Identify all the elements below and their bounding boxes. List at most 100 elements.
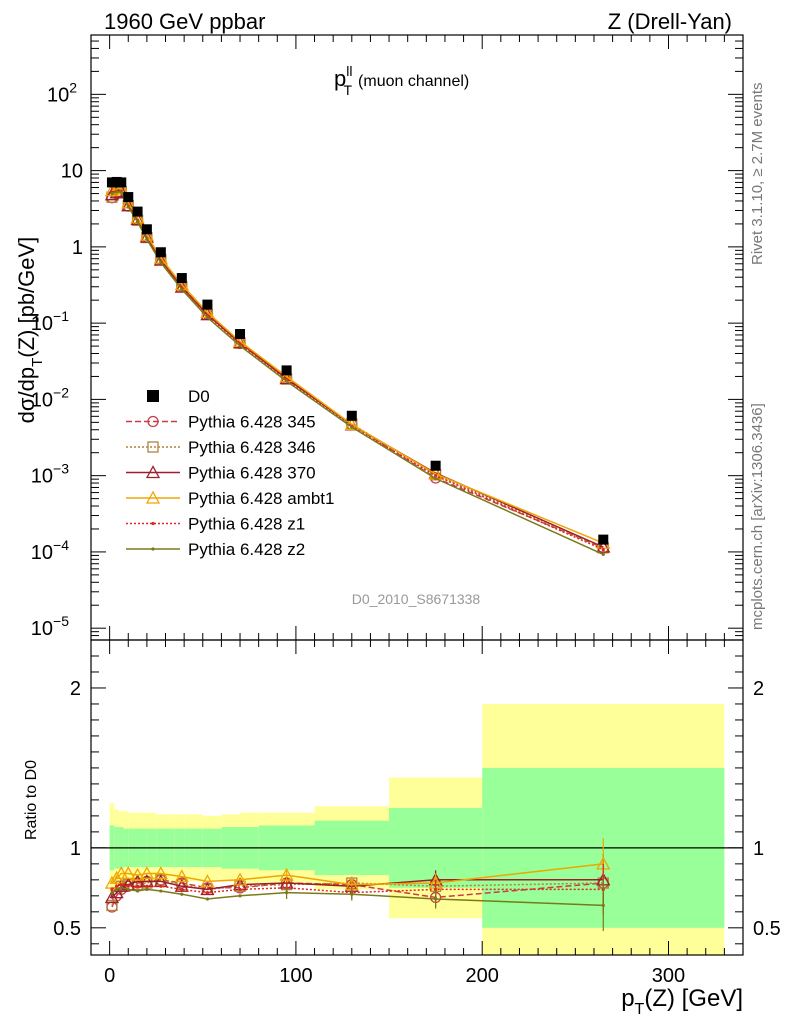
marker [205, 891, 210, 895]
marker [180, 892, 184, 896]
legend-label: Pythia 6.428 345 [188, 413, 316, 432]
x-tick-label: 0 [104, 965, 115, 987]
marker [104, 890, 120, 904]
legend-entry: Pythia 6.428 346 [126, 438, 316, 457]
legend-label: Pythia 6.428 z1 [188, 515, 305, 534]
y-tick-label: 10−5 [31, 613, 69, 640]
marker [238, 344, 242, 348]
legend: D0 Pythia 6.428 345 Pythia 6.428 346 Pythia… [126, 387, 334, 559]
ratio-panel: 0 100 200 300 0.5 0.5 1 1 2 2 Ratio to D0 pT(Z) [Ge… [23, 639, 781, 1018]
marker [115, 190, 119, 194]
marker [279, 867, 294, 881]
marker [200, 882, 215, 896]
y-tick-label: 1 [72, 237, 83, 259]
marker [596, 539, 611, 553]
data-points [106, 176, 609, 545]
marker [145, 490, 161, 504]
ratio-y-tick-label: 2 [70, 678, 81, 700]
marker [147, 441, 159, 453]
marker [205, 315, 210, 319]
marker [151, 521, 155, 526]
plot-title: pll T (muon channel) [334, 63, 469, 98]
marker [174, 878, 189, 892]
marker [126, 887, 130, 892]
ratio-curve [111, 883, 604, 894]
marker [153, 866, 168, 880]
marker [155, 247, 166, 258]
marker [434, 474, 438, 478]
marker [121, 198, 136, 212]
marker [130, 867, 145, 881]
analysis-watermark: D0_2010_S8671338 [352, 591, 481, 607]
mc-curves [104, 180, 611, 556]
x-tick-label: 300 [652, 965, 685, 987]
legend-entry: Pythia 6.428 345 [126, 413, 316, 432]
marker [115, 884, 119, 888]
legend-entry: Pythia 6.428 z2 [126, 540, 305, 559]
ratio-y-tick-label-right: 0.5 [753, 918, 781, 940]
ratio-y-tick-label: 1 [70, 838, 81, 860]
uncertainty-bands [109, 703, 725, 955]
marker [119, 886, 123, 890]
marker [180, 887, 184, 892]
marker [139, 229, 154, 243]
marker [601, 903, 605, 908]
y-tick-label: 10−4 [31, 537, 69, 564]
marker [110, 887, 114, 892]
legend-entry: D0 [147, 387, 210, 406]
marker [601, 552, 605, 556]
legend-label: D0 [188, 387, 210, 406]
marker [126, 884, 130, 888]
marker [145, 887, 149, 892]
marker [145, 237, 149, 241]
ratio-curve [111, 879, 604, 898]
ratio-y-tick-label-right: 1 [753, 838, 764, 860]
marker [119, 190, 123, 194]
y-tick-label: 102 [47, 79, 77, 106]
marker [159, 889, 163, 893]
marker [130, 212, 145, 226]
ratio-curves [104, 838, 611, 932]
marker [135, 884, 140, 888]
marker [234, 880, 246, 892]
marker [121, 866, 136, 880]
legend-label: Pythia 6.428 ambt1 [188, 489, 334, 508]
x-tick-label: 200 [466, 965, 499, 987]
marker [116, 177, 127, 188]
mc-curve [111, 191, 604, 549]
marker [104, 183, 120, 197]
marker [176, 273, 187, 284]
mcplots-label: mcplots.cern.ch [arXiv:1306.3436] [749, 403, 766, 630]
ratio-axis-label: Ratio to D0 [23, 760, 40, 840]
marker [159, 261, 163, 265]
marker [151, 547, 155, 551]
marker [110, 891, 114, 895]
mc-curve [111, 190, 604, 551]
marker [123, 192, 134, 203]
marker [232, 872, 248, 886]
marker [132, 206, 143, 217]
legend-entry: Pythia 6.428 370 [126, 464, 316, 483]
marker [139, 866, 154, 880]
ratio-frame [90, 639, 744, 956]
ratio-y-tick-label: 0.5 [53, 918, 81, 940]
marker [110, 191, 114, 195]
marker [434, 897, 438, 901]
mc-curve [111, 190, 604, 548]
process-label: Z (Drell-Yan) [608, 9, 732, 34]
marker [285, 891, 289, 895]
y-axis-label: dσ/dpT(Z) [pb/GeV] [14, 237, 46, 424]
marker [238, 894, 242, 898]
marker [135, 889, 140, 893]
marker [153, 252, 168, 266]
x-tick-label: 100 [279, 965, 312, 987]
marker [202, 299, 213, 310]
rivet-version-label: Rivet 3.1.10, ≥ 2.7M events [749, 83, 766, 266]
marker [159, 884, 163, 888]
x-axis-label: pT(Z) [GeV] [621, 985, 743, 1018]
legend-label: Pythia 6.428 z2 [188, 540, 305, 559]
marker [119, 883, 123, 887]
marker [145, 884, 149, 888]
marker [285, 379, 289, 383]
